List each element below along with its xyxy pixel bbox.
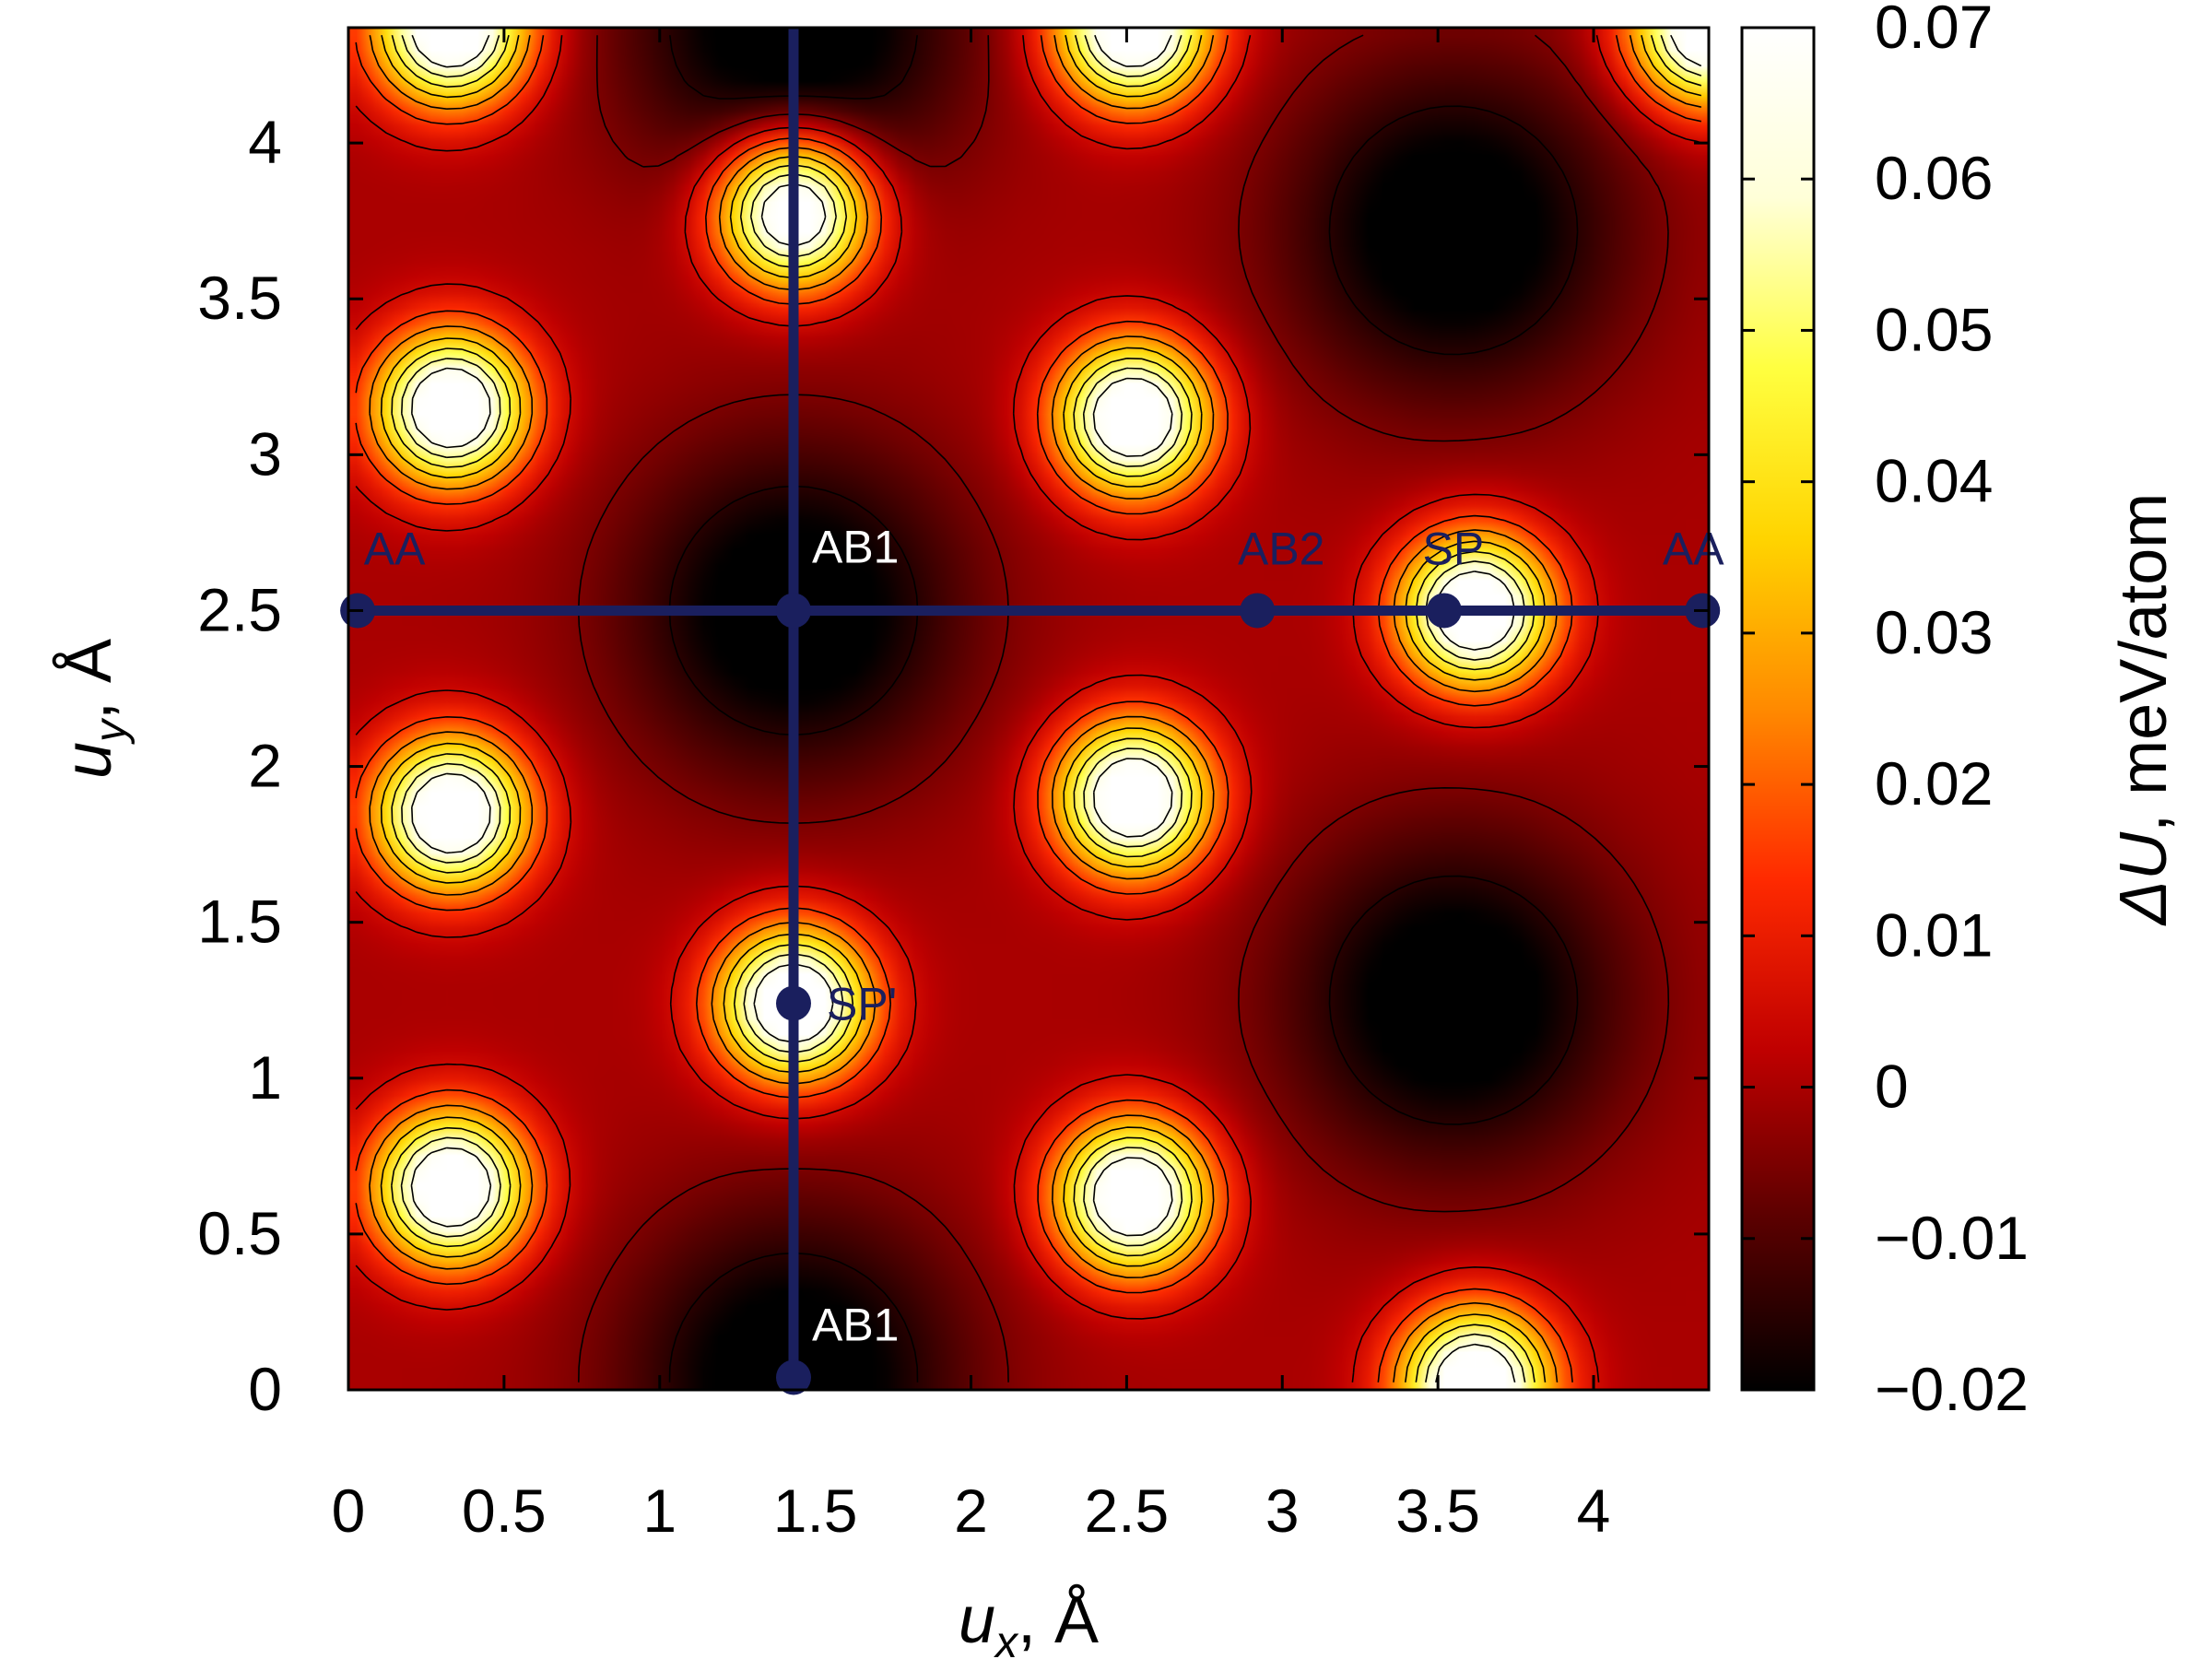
point-marker (1426, 593, 1462, 629)
point-label: AB1 (812, 521, 900, 572)
colorbar-tick-label: 0 (1875, 1053, 1909, 1121)
colorbar: −0.02 −0.01 0 0.01 0.02 0.03 0.04 0.05 0.06 0.07 (1740, 0, 2029, 1423)
y-tick-label: 2.5 (197, 575, 282, 643)
x-tick-label: 3.5 (1395, 1477, 1480, 1545)
heatmap-image (348, 28, 1709, 1390)
y-axis: 0 0.5 1 1.5 2 2.5 3 3.5 4 (197, 108, 1709, 1423)
point-marker (775, 1359, 811, 1395)
x-axis-title-sub: x (994, 1618, 1019, 1659)
x-axis-title: ux, Å (959, 1583, 1099, 1659)
contour-line (577, 34, 1670, 1382)
y-tick-label: 3 (248, 419, 282, 488)
x-axis-title-unit: , Å (1018, 1583, 1099, 1657)
contour-line (668, 35, 1579, 1382)
colorbar-tick-label: 0.07 (1875, 0, 1993, 61)
x-tick-label: 2.5 (1085, 1477, 1170, 1545)
colorbar-frame (1740, 26, 1816, 1392)
y-tick-label: 4 (248, 108, 282, 176)
x-tick-label: 1.5 (773, 1477, 858, 1545)
y-axis-title-sub: y (87, 717, 135, 745)
x-tick-label: 4 (1577, 1477, 1611, 1545)
colorbar-tick-label: −0.01 (1875, 1204, 2029, 1272)
high-symmetry-points: AA AB1 AB2 SP AA SP' AB1 (340, 521, 1724, 1395)
y-axis-title-unit: , Å (52, 639, 125, 720)
plot-frame (347, 26, 1711, 1392)
point-marker (775, 985, 811, 1021)
colorbar-tick-label: 0.02 (1875, 749, 1993, 818)
path-lines (348, 28, 1709, 1378)
colorbar-title-unit: , meV/atom (2107, 493, 2181, 832)
y-tick-label: 1.5 (197, 888, 282, 956)
contour-lines (355, 34, 1702, 1382)
point-label: SP' (827, 979, 897, 1030)
colorbar-title-symbol: ΔU (2107, 831, 2181, 926)
contour-line (355, 35, 1701, 1382)
x-axis: 0 0.5 1 1.5 2 2.5 3 3.5 4 (332, 28, 1611, 1545)
contour-line (400, 34, 1702, 1382)
x-tick-label: 2 (954, 1477, 988, 1545)
heatmap (348, 28, 1709, 1390)
contour-line (410, 34, 1702, 1382)
colorbar-title: ΔU, meV/atom (2107, 493, 2181, 926)
colorbar-tick-label: 0.03 (1875, 598, 1993, 666)
point-label: SP (1423, 523, 1485, 574)
point-label: AB2 (1238, 523, 1325, 574)
colorbar-fill (1742, 28, 1814, 1390)
y-tick-label: 0 (248, 1355, 282, 1423)
point-marker (775, 593, 811, 629)
point-marker (1240, 593, 1276, 629)
y-tick-label: 3.5 (197, 264, 282, 332)
x-tick-label: 0 (332, 1477, 366, 1545)
x-axis-title-symbol: u (959, 1583, 995, 1657)
colorbar-tick-label: 0.05 (1875, 295, 1993, 363)
point-label: AB1 (812, 1299, 900, 1350)
y-tick-label: 1 (248, 1043, 282, 1112)
y-tick-label: 0.5 (197, 1199, 282, 1267)
colorbar-tick-label: 0.01 (1875, 900, 1993, 969)
x-tick-label: 0.5 (462, 1477, 547, 1545)
y-axis-title-symbol: u (52, 742, 125, 779)
point-label: AA (1663, 523, 1724, 574)
contour-line (380, 35, 1701, 1382)
y-tick-label: 2 (248, 732, 282, 800)
point-label: AA (364, 523, 426, 574)
colorbar-tick-label: 0.04 (1875, 447, 1993, 515)
y-axis-title: uy, Å (52, 639, 135, 779)
contour-line (369, 35, 1701, 1382)
colorbar-tick-label: −0.02 (1875, 1355, 2029, 1423)
colorbar-ticks: −0.02 −0.01 0 0.01 0.02 0.03 0.04 0.05 0.06 0.07 (1742, 0, 2029, 1423)
contour-line (355, 35, 1702, 1382)
colorbar-tick-label: 0.06 (1875, 144, 1993, 212)
contour-line (391, 34, 1702, 1382)
x-tick-label: 3 (1265, 1477, 1300, 1545)
x-tick-label: 1 (642, 1477, 677, 1545)
